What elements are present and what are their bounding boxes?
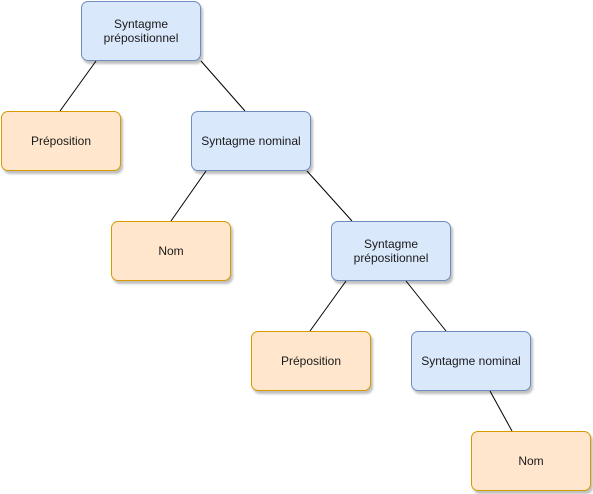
node-syntagme-nominal-1[interactable]: Syntagme nominal: [191, 111, 311, 171]
node-preposition-1[interactable]: Préposition: [1, 111, 121, 171]
edge-n1-n3: [200, 60, 246, 112]
node-preposition-2[interactable]: Préposition: [251, 331, 371, 391]
edge-n3-n4: [170, 170, 207, 222]
node-syntagme-nominal-2[interactable]: Syntagme nominal: [411, 331, 531, 391]
edge-n5-n7: [405, 280, 447, 332]
edge-n7-n8: [489, 390, 513, 432]
edge-n1-n2: [59, 60, 97, 112]
edge-n5-n6: [309, 280, 347, 332]
node-nom-2[interactable]: Nom: [471, 431, 591, 491]
edge-n3-n5: [306, 170, 353, 222]
node-syntagme-prepositionnel-root[interactable]: Syntagme prépositionnel: [81, 1, 201, 61]
node-nom-1[interactable]: Nom: [111, 221, 231, 281]
node-syntagme-prepositionnel-2[interactable]: Syntagme prépositionnel: [331, 221, 451, 281]
